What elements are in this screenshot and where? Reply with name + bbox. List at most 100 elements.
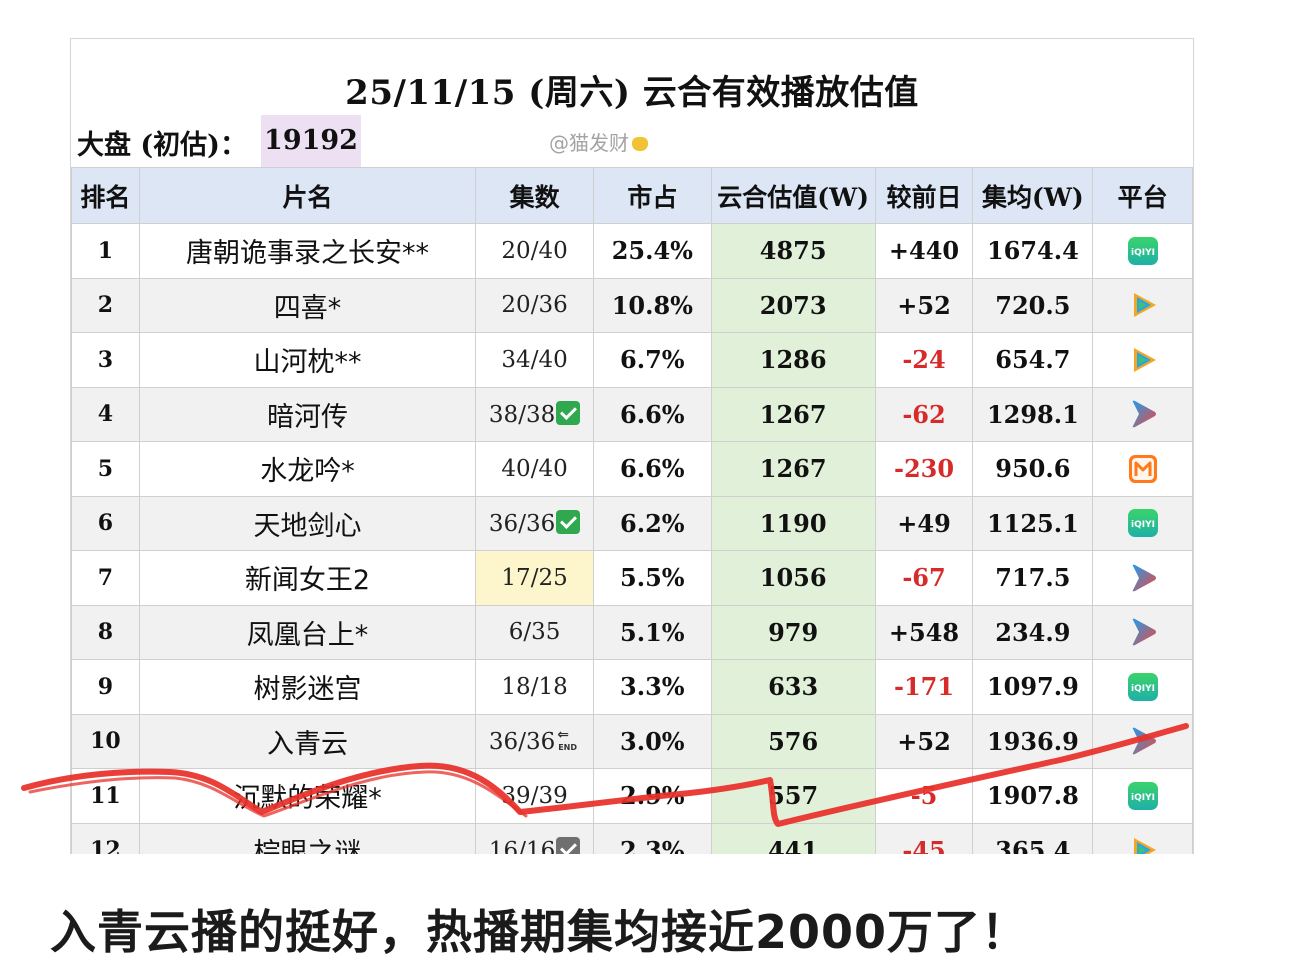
ranking-table: 排名 片名 集数 市占 云合估值(W) 较前日 集均(W) 平台 1 唐朝诡事录之… [71,167,1193,854]
cell-change: +52 [874,713,974,769]
watermark-text: @猫发财 [549,131,629,155]
cell-estimate: 4875 [710,223,876,279]
ranking-sheet: 25/11/15 (周六) 云合有效播放估值 大盘 (初估)： 19192 @猫… [70,38,1194,854]
cell-avg: 1674.4 [972,223,1094,279]
cell-avg: 1936.9 [972,713,1094,769]
cat-emoji-icon [632,137,648,151]
cell-rank: 3 [71,332,140,388]
youku-platform-icon [1126,615,1160,649]
cell-change: -67 [874,550,974,606]
col-header-episodes: 集数 [475,167,594,224]
episodes-value: 6/35 [508,619,561,646]
cell-title: 水龙吟* [138,441,477,497]
cell-avg: 1097.9 [972,659,1094,715]
tencent-platform-icon [1126,343,1160,377]
cell-estimate: 2073 [710,277,876,333]
sheet-title: 25/11/15 (周六) 云合有效播放估值 [345,73,919,113]
cell-episodes: 6/35 [475,604,594,660]
cell-share: 5.1% [592,604,712,660]
cell-rank: 6 [71,495,140,551]
episodes-value: 34/40 [501,346,568,373]
cell-change: +548 [874,604,974,660]
tencent-platform-icon [1126,833,1160,854]
cell-change: -45 [874,822,974,854]
iqiyi-platform-icon: iQIYI [1126,779,1160,813]
cell-avg: 365.4 [972,822,1094,854]
table-row: 1 唐朝诡事录之长安** 20/40 25.4% 4875 +440 1674.4 iQIYI [71,223,1193,279]
cell-estimate: 1056 [710,550,876,606]
cell-title: 凤凰台上* [138,604,477,660]
cell-share: 25.4% [592,223,712,279]
episodes-value: 18/18 [501,673,568,700]
cell-platform [1092,332,1193,388]
cell-rank: 2 [71,277,140,333]
iqiyi-platform-icon: iQIYI [1126,506,1160,540]
col-header-title: 片名 [138,167,477,224]
cell-platform: iQIYI [1092,659,1193,715]
col-header-avg: 集均(W) [972,167,1094,224]
cell-share: 5.5% [592,550,712,606]
cell-title: 山河枕** [138,332,477,388]
episodes-value: 16/16 [488,837,556,854]
cell-change: -24 [874,332,974,388]
cell-episodes: 18/18 [475,659,594,715]
table-row: 12 棕眼之谜 16/16 2.3% 441 -45 365.4 [71,822,1193,854]
market-value: 19192 [261,115,361,167]
cell-change: +52 [874,277,974,333]
cell-episodes: 39/39 [475,768,594,824]
cell-episodes: 16/16 [475,822,594,854]
cell-rank: 7 [71,550,140,606]
cell-change: +49 [874,495,974,551]
episodes-value: 40/40 [501,455,568,482]
episodes-value: 20/40 [501,237,568,264]
iqiyi-platform-icon: iQIYI [1126,234,1160,268]
cell-estimate: 979 [710,604,876,660]
svg-text:iQIYI: iQIYI [1131,520,1155,530]
cell-share: 3.3% [592,659,712,715]
cell-rank: 10 [71,713,140,769]
cell-platform [1092,822,1193,854]
author-watermark: @猫发财 [549,127,648,156]
cell-title: 暗河传 [138,386,477,442]
cell-change: +440 [874,223,974,279]
episodes-value: 17/25 [501,564,568,591]
cell-rank: 5 [71,441,140,497]
cell-episodes: 20/36 [475,277,594,333]
cell-platform [1092,713,1193,769]
cell-estimate: 633 [710,659,876,715]
table-row: 10 入青云 36/36 ⇐ END 3.0% 576 +52 1936.9 [71,713,1193,769]
cell-platform [1092,441,1193,497]
cell-estimate: 576 [710,713,876,769]
cell-episodes: 38/38 [475,386,594,442]
cell-platform: iQIYI [1092,223,1193,279]
cell-avg: 950.6 [972,441,1094,497]
cell-change: -62 [874,386,974,442]
cell-change: -171 [874,659,974,715]
cell-platform [1092,550,1193,606]
cell-rank: 1 [71,223,140,279]
cell-change: -230 [874,441,974,497]
cell-avg: 720.5 [972,277,1094,333]
iqiyi-platform-icon: iQIYI [1126,670,1160,704]
cell-episodes: 36/36 [475,495,594,551]
cell-share: 6.6% [592,441,712,497]
table-row: 3 山河枕** 34/40 6.7% 1286 -24 654.7 [71,332,1193,388]
cell-title: 沉默的荣耀* [138,768,477,824]
episodes-value: 36/36 [488,728,556,755]
cell-episodes: 34/40 [475,332,594,388]
episodes-value: 39/39 [501,782,568,809]
table-header-row: 排名 片名 集数 市占 云合估值(W) 较前日 集均(W) 平台 [71,167,1193,224]
tencent-platform-icon [1126,288,1160,322]
market-label: 大盘 (初估)： [77,130,247,161]
table-row: 4 暗河传 38/38 6.6% 1267 -62 1298.1 [71,386,1193,442]
youku-platform-icon [1126,724,1160,758]
cell-share: 2.3% [592,822,712,854]
cell-rank: 12 [71,822,140,854]
cell-title: 树影迷宫 [138,659,477,715]
cell-estimate: 1267 [710,386,876,442]
table-row: 2 四喜* 20/36 10.8% 2073 +52 720.5 [71,277,1193,333]
table-row: 8 凤凰台上* 6/35 5.1% 979 +548 234.9 [71,604,1193,660]
post-caption: 入青云播的挺好，热播期集均接近2000万了！ [50,905,1029,959]
cell-platform: iQIYI [1092,495,1193,551]
table-row: 7 新闻女王2 17/25 5.5% 1056 -67 717.5 [71,550,1193,606]
